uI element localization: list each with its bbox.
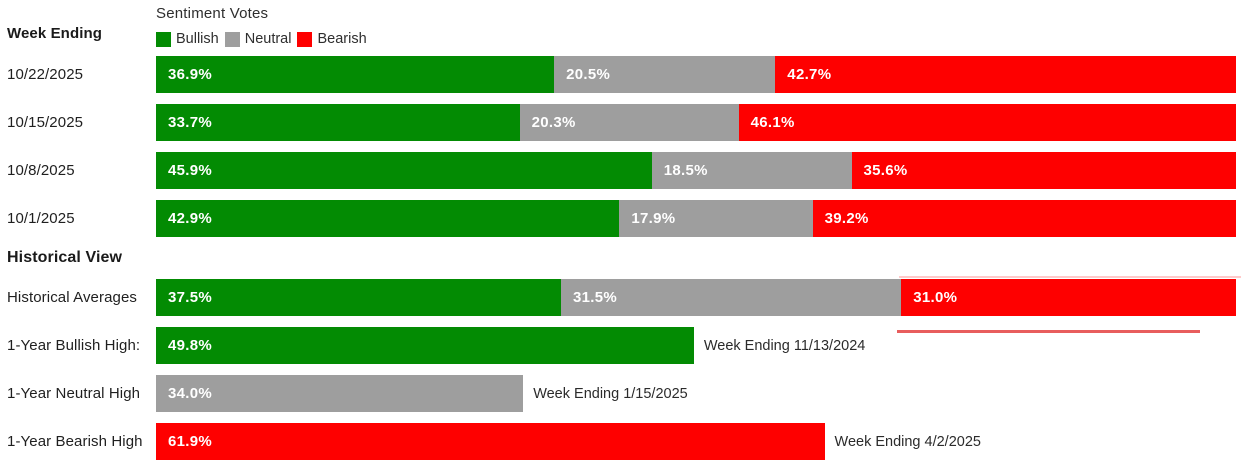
bar-value-label: 39.2% [824, 210, 869, 227]
bearish-highlight-line-bottom [897, 330, 1200, 333]
row-label: 1-Year Bullish High: [7, 337, 141, 354]
historical-view-header: Historical View [7, 249, 123, 266]
row-label: 10/1/2025 [7, 210, 75, 227]
bar-value-label: 18.5% [663, 162, 708, 179]
legend-item-bullish: Bullish [156, 31, 219, 47]
bar-value-label: 42.9% [168, 210, 213, 227]
legend-item-neutral: Neutral [224, 31, 292, 47]
row-label: 1-Year Bearish High [7, 433, 143, 450]
bar-value-label: 31.0% [913, 289, 958, 306]
bar-segment-bullish: 37.5% [156, 279, 561, 316]
bar-segment-bullish: 42.9% [156, 200, 620, 237]
row-bars: 36.9% 20.5% 42.7% [156, 56, 1236, 93]
bar-segment-bearish: 46.1% [738, 104, 1236, 141]
bar-segment-bearish: 42.7% [775, 56, 1236, 93]
bar-segment-bullish: 33.7% [156, 104, 520, 141]
bar-value-label: 46.1% [750, 114, 795, 131]
chart-header: Week Ending Sentiment Votes Bullish Neutr… [0, 0, 1241, 56]
row-label: 10/8/2025 [7, 162, 75, 179]
legend-item-bearish: Bearish [297, 31, 367, 47]
bar-value-label: 20.3% [531, 114, 576, 131]
bar-segment-neutral: 18.5% [651, 152, 852, 189]
bar-segment-bullish: 45.9% [156, 152, 652, 189]
week-ending-column-header: Week Ending [7, 25, 103, 42]
chart-legend: Bullish Neutral Bearish [156, 31, 373, 47]
row-label: 10/22/2025 [7, 66, 84, 83]
bar-value-label: 37.5% [168, 289, 213, 306]
bar-value-label: 34.0% [168, 385, 213, 402]
row-label: 1-Year Neutral High [7, 385, 141, 402]
bar-segment-neutral: 20.5% [554, 56, 776, 93]
legend-label: Neutral [244, 31, 292, 47]
bar-annotation: Week Ending 4/2/2025 [834, 433, 981, 450]
legend-swatch-neutral-icon [224, 31, 240, 47]
bar-value-label: 42.7% [787, 66, 832, 83]
bar-segment-bullish: 49.8% [156, 327, 694, 364]
chart-title: Sentiment Votes [156, 5, 269, 22]
bar-value-label: 35.6% [863, 162, 908, 179]
historical-rows: Historical Averages 37.5% 31.5% 31.0% 1-Year… [0, 279, 1241, 460]
row-bars: 45.9% 18.5% 35.6% [156, 152, 1236, 189]
legend-label: Bullish [176, 31, 219, 47]
row-bars: 42.9% 17.9% 39.2% [156, 200, 1236, 237]
chart-row: 1-Year Bearish High 61.9% Week Ending 4/2/… [0, 423, 1241, 460]
legend-label: Bearish [317, 31, 367, 47]
bar-value-label: 36.9% [168, 66, 213, 83]
bar-annotation: Week Ending 1/15/2025 [533, 385, 688, 402]
row-bars: 49.8% Week Ending 11/13/2024 [156, 327, 1236, 364]
bar-value-label: 31.5% [573, 289, 618, 306]
chart-row: 1-Year Neutral High 34.0% Week Ending 1/15… [0, 375, 1241, 412]
legend-swatch-bearish-icon [297, 31, 313, 47]
row-label: Historical Averages [7, 289, 138, 306]
chart-row: 10/8/2025 45.9% 18.5% 35.6% [0, 152, 1241, 189]
row-bars: 61.9% Week Ending 4/2/2025 [156, 423, 1236, 460]
bar-segment-neutral: 20.3% [519, 104, 739, 141]
weekly-rows: 10/22/2025 36.9% 20.5% 42.7% 10/15/2025 33.7%… [0, 56, 1241, 237]
row-label: 10/15/2025 [7, 114, 84, 131]
chart-row: 10/15/2025 33.7% 20.3% 46.1% [0, 104, 1241, 141]
bar-segment-neutral: 34.0% [156, 375, 524, 412]
chart-title-block: Sentiment Votes Bullish Neutral Bearish [156, 0, 373, 56]
row-bars: 33.7% 20.3% 46.1% [156, 104, 1236, 141]
bar-segment-bullish: 36.9% [156, 56, 555, 93]
bar-value-label: 17.9% [631, 210, 676, 227]
bar-value-label: 33.7% [168, 114, 213, 131]
bar-segment-bearish: 39.2% [812, 200, 1236, 237]
bar-segment-neutral: 31.5% [561, 279, 902, 316]
bar-annotation: Week Ending 11/13/2024 [703, 337, 866, 354]
bar-segment-bearish: 61.9% [156, 423, 825, 460]
row-bars: 37.5% 31.5% 31.0% [156, 279, 1236, 316]
bar-segment-bearish: 31.0% [901, 279, 1236, 316]
bearish-highlight-line-top [899, 276, 1241, 278]
row-bars: 34.0% Week Ending 1/15/2025 [156, 375, 1236, 412]
legend-swatch-bullish-icon [156, 31, 171, 47]
chart-row: 1-Year Bullish High: 49.8% Week Ending 11/… [0, 327, 1241, 364]
chart-row: 10/1/2025 42.9% 17.9% 39.2% [0, 200, 1241, 237]
bar-segment-bearish: 35.6% [851, 152, 1236, 189]
bar-value-label: 61.9% [168, 433, 213, 450]
bar-value-label: 20.5% [566, 66, 611, 83]
bar-segment-neutral: 17.9% [619, 200, 813, 237]
bar-value-label: 49.8% [168, 337, 213, 354]
bar-value-label: 45.9% [168, 162, 213, 179]
chart-row: 10/22/2025 36.9% 20.5% 42.7% [0, 56, 1241, 93]
chart-row: Historical Averages 37.5% 31.5% 31.0% [0, 279, 1241, 316]
